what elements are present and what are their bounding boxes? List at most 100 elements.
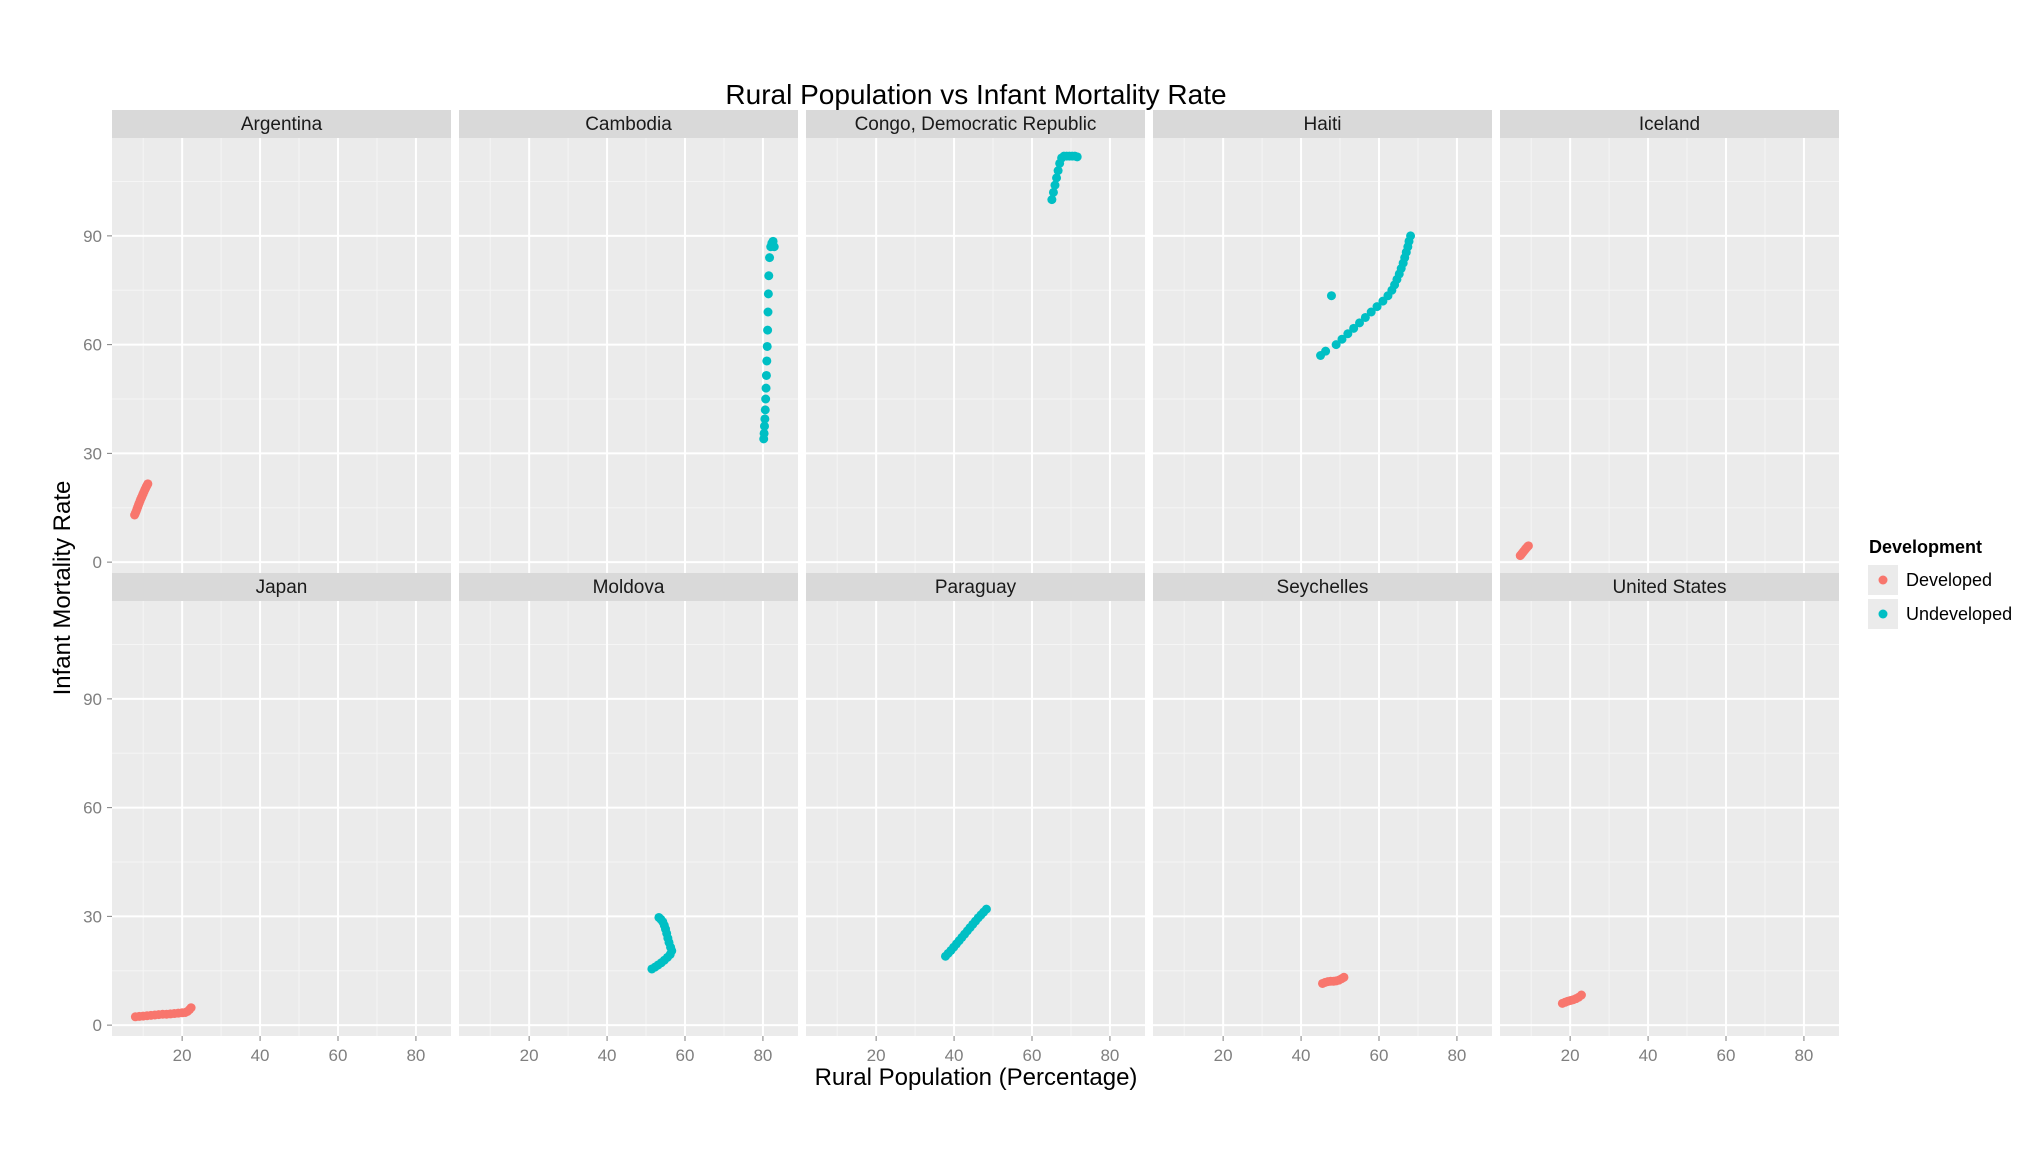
legend-label: Undeveloped: [1906, 604, 2012, 624]
data-point: [759, 428, 769, 438]
chart-title: Rural Population vs Infant Mortality Rat…: [725, 79, 1226, 110]
facet-strip: [459, 110, 798, 138]
data-point: [765, 253, 775, 263]
y-axis-title: Infant Mortality Rate: [49, 481, 76, 696]
data-point: [761, 370, 771, 380]
x-tick-label: 40: [1639, 1046, 1658, 1065]
data-point: [1050, 180, 1060, 190]
legend-swatch: [1878, 609, 1888, 619]
data-point: [763, 325, 773, 335]
x-tick-label: 80: [406, 1046, 425, 1065]
facet-strip: [112, 573, 451, 601]
facet-label: Congo, Democratic Republic: [855, 114, 1097, 135]
x-tick-label: 80: [1100, 1046, 1119, 1065]
data-point: [769, 242, 779, 252]
facet-panel: Cambodia: [459, 110, 798, 573]
panel-background: [459, 138, 798, 573]
data-point: [186, 1003, 196, 1013]
facet-label: Iceland: [1639, 114, 1700, 135]
legend-label: Developed: [1906, 570, 1992, 590]
data-point: [1349, 323, 1359, 333]
legend-swatch: [1878, 575, 1888, 585]
x-tick-label: 20: [1561, 1046, 1580, 1065]
data-point: [759, 421, 769, 431]
y-tick-label: 90: [83, 227, 102, 246]
data-point: [763, 289, 773, 299]
x-tick-label: 40: [1292, 1046, 1311, 1065]
data-point: [762, 356, 772, 366]
facet-panel: Haiti: [1153, 110, 1492, 573]
data-point: [1047, 195, 1057, 205]
panel-background: [112, 601, 451, 1036]
facet-strip: [1500, 573, 1839, 601]
facet-label: Cambodia: [585, 114, 672, 135]
data-point: [1331, 340, 1341, 350]
facet-label: Seychelles: [1277, 577, 1369, 598]
y-tick-label: 0: [93, 1016, 102, 1035]
y-tick-label: 30: [83, 907, 102, 926]
x-tick-label: 60: [1370, 1046, 1389, 1065]
x-axis-title: Rural Population (Percentage): [815, 1064, 1138, 1091]
facet-label: Paraguay: [935, 577, 1017, 598]
data-point: [1360, 312, 1370, 322]
x-tick-label: 60: [676, 1046, 695, 1065]
data-point: [1048, 187, 1058, 197]
y-tick-label: 60: [83, 799, 102, 818]
panel-background: [112, 138, 451, 573]
facet-strip: [1153, 573, 1492, 601]
legend-title: Development: [1869, 537, 1982, 557]
x-tick-label: 60: [329, 1046, 348, 1065]
x-tick-label: 40: [598, 1046, 617, 1065]
data-point: [1339, 972, 1349, 982]
panel-background: [806, 601, 1145, 1036]
facet-panel: Japan 0 30 60 90 20 40 60 80: [83, 573, 451, 1065]
data-point: [1072, 152, 1082, 162]
data-point: [1343, 329, 1353, 339]
data-point: [760, 414, 770, 424]
data-point: [1321, 346, 1331, 356]
data-point: [1366, 307, 1376, 317]
panel-background: [1153, 601, 1492, 1036]
facet-strip: [459, 573, 798, 601]
data-point: [760, 405, 770, 415]
x-tick-label: 20: [1214, 1046, 1233, 1065]
facet-label: Moldova: [593, 577, 665, 598]
x-tick-label: 20: [520, 1046, 539, 1065]
data-point: [1523, 541, 1533, 551]
facet-strip: [806, 573, 1145, 601]
data-point: [1052, 173, 1062, 183]
x-tick-label: 20: [867, 1046, 886, 1065]
legend: Development Developed Undeveloped: [1868, 537, 2012, 629]
facet-label: Haiti: [1303, 114, 1341, 135]
x-tick-label: 80: [1447, 1046, 1466, 1065]
facet-panels: Argentina 0 30 60 90 Cambodia Congo, Democrati…: [83, 110, 1839, 1065]
y-tick-label: 90: [83, 690, 102, 709]
data-point: [761, 394, 771, 404]
data-point: [981, 904, 991, 914]
facet-panel: Paraguay 20 40 60 80: [806, 573, 1145, 1065]
facet-strip: [1500, 110, 1839, 138]
facet-strip: [1153, 110, 1492, 138]
data-point: [1053, 166, 1063, 176]
x-tick-label: 80: [1794, 1046, 1813, 1065]
x-tick-label: 80: [753, 1046, 772, 1065]
panel-background: [459, 601, 798, 1036]
panel-background: [1500, 601, 1839, 1036]
x-tick-label: 40: [945, 1046, 964, 1065]
facet-panel: United States 20 40 60 80: [1500, 573, 1839, 1065]
facet-label: Argentina: [241, 114, 323, 135]
x-tick-label: 40: [251, 1046, 270, 1065]
data-point: [1406, 231, 1416, 241]
data-point: [143, 479, 153, 489]
y-tick-label: 0: [93, 553, 102, 572]
facet-panel: Iceland: [1500, 110, 1839, 573]
data-point: [1355, 318, 1365, 328]
data-point: [1576, 990, 1586, 1000]
x-tick-label: 60: [1023, 1046, 1042, 1065]
facet-panel: Congo, Democratic Republic: [806, 110, 1145, 573]
facet-panel: Argentina 0 30 60 90: [83, 110, 451, 573]
data-point: [764, 271, 774, 281]
data-point: [654, 912, 664, 922]
data-point: [761, 383, 771, 393]
